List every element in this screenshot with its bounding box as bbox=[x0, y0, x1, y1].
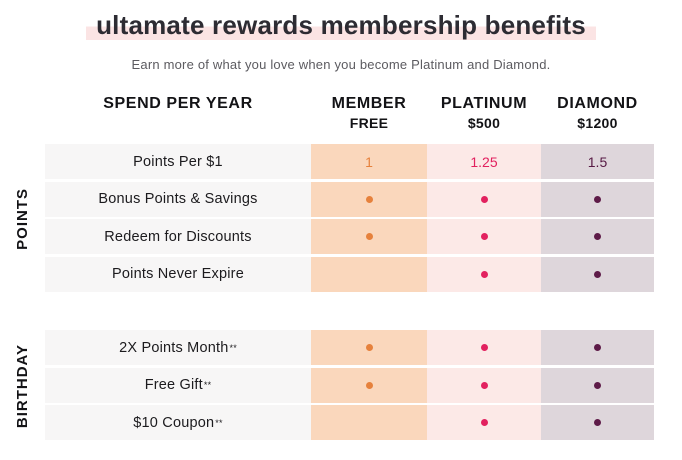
page-title-highlight: ultamate rewards membership benefits bbox=[86, 10, 596, 40]
cell-diamond bbox=[541, 405, 654, 440]
table-row: Points Per $1 1 1.25 1.5 bbox=[45, 144, 682, 179]
membership-benefits-page: ultamate rewards membership benefits Ear… bbox=[0, 10, 682, 460]
benefits-table: POINTS Points Per $1 1 1.25 1.5 Bonus Points … bbox=[0, 144, 682, 443]
benefit-value: 1.5 bbox=[587, 153, 608, 170]
table-row: Points Never Expire bbox=[45, 256, 682, 292]
cell-member: 1 bbox=[311, 144, 427, 179]
plan-price-platinum: $500 bbox=[467, 115, 501, 131]
plan-name-member: MEMBER bbox=[331, 95, 407, 112]
plan-price-diamond: $1200 bbox=[577, 115, 618, 131]
benefit-dot bbox=[594, 419, 601, 426]
group-label-birthday: BIRTHDAY bbox=[0, 330, 45, 443]
plan-header-diamond: DIAMOND $1200 bbox=[541, 95, 654, 131]
benefit-value: 1 bbox=[365, 153, 373, 170]
cell-member bbox=[311, 256, 427, 292]
benefit-label-text: Bonus Points & Savings bbox=[98, 191, 258, 207]
benefit-label: 2X Points Month ** bbox=[45, 330, 311, 365]
plan-name-platinum: PLATINUM bbox=[440, 95, 528, 112]
group-label-points: POINTS bbox=[0, 144, 45, 294]
cell-diamond bbox=[541, 367, 654, 403]
section-rows: Points Per $1 1 1.25 1.5 Bonus Points & Savi… bbox=[45, 144, 682, 294]
benefit-label: $10 Coupon ** bbox=[45, 405, 311, 440]
group-label-text: BIRTHDAY bbox=[14, 344, 31, 429]
page-subtitle: Earn more of what you love when you beco… bbox=[131, 57, 551, 72]
table-row: 2X Points Month ** bbox=[45, 330, 682, 365]
benefit-dot bbox=[365, 344, 373, 351]
cell-platinum bbox=[427, 405, 541, 440]
cell-platinum: 1.25 bbox=[427, 144, 541, 179]
benefit-dot bbox=[594, 233, 601, 240]
benefit-label: Free Gift ** bbox=[45, 367, 311, 403]
benefit-dot bbox=[480, 381, 488, 389]
benefit-label: Points Never Expire bbox=[45, 256, 311, 292]
plan-header-platinum: PLATINUM $500 bbox=[427, 95, 541, 131]
benefit-dot bbox=[594, 270, 601, 278]
section-rows: 2X Points Month ** Free Gift ** $10 Coupon ** bbox=[45, 330, 682, 443]
group-label-text: POINTS bbox=[14, 188, 31, 250]
benefit-label-text: Free Gift bbox=[144, 377, 203, 393]
plan-header-member: MEMBER FREE bbox=[311, 95, 427, 131]
benefit-dot bbox=[594, 381, 601, 389]
benefit-dot bbox=[480, 419, 488, 426]
table-row: $10 Coupon ** bbox=[45, 405, 682, 440]
cell-member bbox=[311, 219, 427, 254]
benefit-value: 1.25 bbox=[470, 153, 498, 170]
benefit-dot bbox=[480, 270, 488, 278]
benefit-label: Points Per $1 bbox=[45, 144, 311, 179]
benefit-label: Bonus Points & Savings bbox=[45, 181, 311, 217]
cell-platinum bbox=[427, 367, 541, 403]
spend-per-year-header: SPEND PER YEAR bbox=[103, 95, 253, 112]
benefit-label-text: Points Per $1 bbox=[133, 153, 223, 170]
benefit-dot bbox=[365, 195, 373, 203]
cell-diamond bbox=[541, 256, 654, 292]
benefit-label-text: $10 Coupon bbox=[133, 414, 215, 431]
table-row: Redeem for Discounts bbox=[45, 219, 682, 254]
section-points: POINTS Points Per $1 1 1.25 1.5 Bonus Points … bbox=[0, 144, 682, 294]
cell-platinum bbox=[427, 330, 541, 365]
benefit-dot bbox=[594, 195, 601, 203]
benefit-dot bbox=[594, 344, 601, 351]
benefit-dot bbox=[480, 195, 488, 203]
cell-platinum bbox=[427, 256, 541, 292]
cell-platinum bbox=[427, 181, 541, 217]
benefit-dot bbox=[480, 233, 488, 240]
benefit-dot bbox=[365, 381, 373, 389]
benefit-label: Redeem for Discounts bbox=[45, 219, 311, 254]
section-birthday: BIRTHDAY 2X Points Month ** Free Gift ** $10 … bbox=[0, 330, 682, 443]
table-row: Free Gift ** bbox=[45, 367, 682, 403]
benefit-dot bbox=[365, 233, 373, 240]
benefit-label-text: Points Never Expire bbox=[112, 266, 244, 282]
plan-name-diamond: DIAMOND bbox=[557, 95, 638, 112]
cell-member bbox=[311, 405, 427, 440]
table-header-row: SPEND PER YEAR MEMBER FREE PLATINUM $500 DIA… bbox=[0, 95, 682, 131]
cell-diamond bbox=[541, 330, 654, 365]
cell-diamond bbox=[541, 219, 654, 254]
cell-diamond: 1.5 bbox=[541, 144, 654, 179]
plan-price-member: FREE bbox=[349, 115, 389, 131]
benefit-dot bbox=[480, 344, 488, 351]
benefit-label-text: 2X Points Month bbox=[119, 339, 229, 356]
cell-member bbox=[311, 181, 427, 217]
page-title: ultamate rewards membership benefits bbox=[0, 10, 682, 40]
table-row: Bonus Points & Savings bbox=[45, 181, 682, 217]
benefit-label-text: Redeem for Discounts bbox=[104, 228, 252, 245]
cell-diamond bbox=[541, 181, 654, 217]
cell-platinum bbox=[427, 219, 541, 254]
cell-member bbox=[311, 367, 427, 403]
cell-member bbox=[311, 330, 427, 365]
